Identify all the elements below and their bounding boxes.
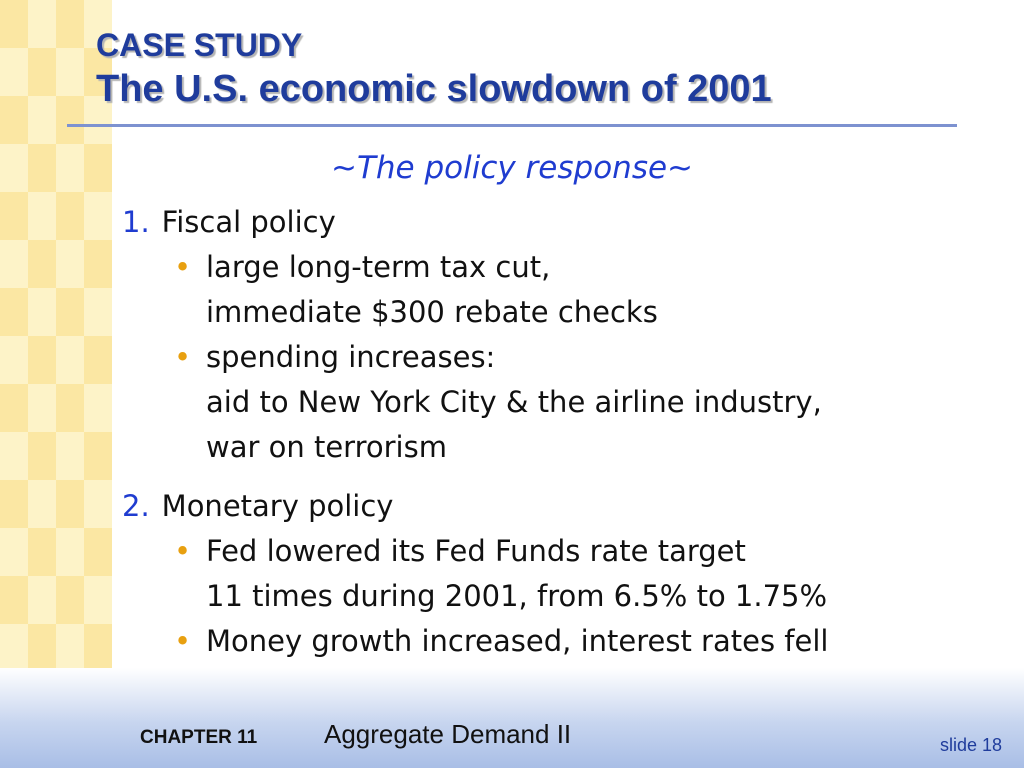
bullet-line: Fed lowered its Fed Funds rate target	[206, 534, 746, 568]
checker-cell	[28, 336, 56, 384]
checker-cell	[28, 144, 56, 192]
checker-cell	[56, 528, 84, 576]
checker-cell	[56, 624, 84, 672]
checker-cell	[0, 384, 28, 432]
section-heading: 1. Fiscal policy	[122, 200, 962, 245]
footer-chapter: CHAPTER 11	[140, 727, 258, 748]
bullet-line: aid to New York City & the airline indus…	[206, 385, 822, 419]
checker-cell	[84, 144, 112, 192]
checker-cell	[84, 384, 112, 432]
bullet-item: • Fed lowered its Fed Funds rate target …	[122, 529, 962, 619]
decorative-checker-strip	[0, 0, 112, 768]
section-heading-text: Monetary policy	[161, 489, 394, 523]
checker-cell	[56, 576, 84, 624]
bullet-item: • spending increases: aid to New York Ci…	[122, 335, 962, 470]
section-number: 1.	[122, 205, 150, 239]
bullet-line: Money growth increased, interest rates f…	[206, 624, 829, 658]
section-heading: 2. Monetary policy	[122, 484, 962, 529]
checker-cell	[28, 624, 56, 672]
checker-cell	[56, 384, 84, 432]
bullet-line: war on terrorism	[206, 430, 447, 464]
checker-cell	[56, 192, 84, 240]
checker-cell	[0, 432, 28, 480]
section-fiscal-policy: 1. Fiscal policy • large long-term tax cu…	[122, 200, 962, 470]
bullet-dot-icon: •	[174, 534, 192, 568]
bullet-line: spending increases:	[206, 340, 496, 374]
checker-cell	[84, 480, 112, 528]
checker-cell	[0, 48, 28, 96]
checker-cell	[28, 480, 56, 528]
checker-cell	[56, 480, 84, 528]
checker-cell	[0, 576, 28, 624]
checker-cell	[28, 192, 56, 240]
checker-cell	[56, 288, 84, 336]
checker-cell	[84, 336, 112, 384]
bullet-dot-icon: •	[174, 340, 192, 374]
checker-cell	[0, 240, 28, 288]
slide-title: CASE STUDY The U.S. economic slowdown of…	[96, 26, 966, 114]
checker-cell	[0, 96, 28, 144]
subtitle-text: The policy response	[356, 150, 668, 186]
checker-cell	[84, 96, 112, 144]
checker-cell	[0, 336, 28, 384]
footer-title: Aggregate Demand II	[324, 719, 572, 749]
checker-cell	[28, 528, 56, 576]
checker-cell	[0, 192, 28, 240]
checker-cell	[84, 288, 112, 336]
title-divider	[67, 124, 957, 127]
checker-cell	[28, 240, 56, 288]
checker-cell	[56, 144, 84, 192]
checker-cell	[84, 240, 112, 288]
title-case-study: CASE STUDY	[96, 27, 303, 63]
checker-cell	[56, 240, 84, 288]
slide-subtitle: ~The policy response~	[0, 148, 1024, 188]
bullet-dot-icon: •	[174, 250, 192, 284]
checker-cell	[84, 48, 112, 96]
checker-cell	[84, 576, 112, 624]
checker-cell	[56, 0, 84, 48]
checker-cell	[0, 528, 28, 576]
bullet-line: 11 times during 2001, from 6.5% to 1.75%	[206, 579, 828, 613]
checker-cell	[28, 576, 56, 624]
checker-cell	[28, 0, 56, 48]
bullet-item: • Money growth increased, interest rates…	[122, 619, 962, 664]
checker-cell	[56, 48, 84, 96]
bullet-item: • large long-term tax cut, immediate $30…	[122, 245, 962, 335]
checker-cell	[28, 288, 56, 336]
bullet-line: immediate $300 rebate checks	[206, 295, 658, 329]
checker-cell	[0, 624, 28, 672]
checker-cell	[28, 384, 56, 432]
checker-cell	[84, 432, 112, 480]
title-main: The U.S. economic slowdown of 2001	[96, 68, 772, 110]
section-monetary-policy: 2. Monetary policy • Fed lowered its Fed …	[122, 484, 962, 664]
checker-cell	[28, 48, 56, 96]
section-number: 2.	[122, 489, 150, 523]
subtitle-prefix: ~	[330, 150, 357, 186]
checker-cell	[56, 96, 84, 144]
bullet-dot-icon: •	[174, 624, 192, 658]
bullet-line: large long-term tax cut,	[206, 250, 551, 284]
footer-bar	[0, 668, 1024, 768]
slide-number: slide 18	[939, 735, 1002, 755]
section-heading-text: Fiscal policy	[161, 205, 336, 239]
checker-cell	[0, 480, 28, 528]
checker-cell	[28, 96, 56, 144]
checker-cell	[0, 0, 28, 48]
checker-cell	[84, 624, 112, 672]
subtitle-suffix: ~	[667, 150, 694, 186]
checker-cell	[0, 288, 28, 336]
checker-cell	[56, 336, 84, 384]
checker-cell	[56, 432, 84, 480]
checker-cell	[84, 192, 112, 240]
checker-cell	[84, 528, 112, 576]
checker-cell	[0, 144, 28, 192]
checker-cell	[84, 0, 112, 48]
slide-body: 1. Fiscal policy • large long-term tax cu…	[122, 200, 962, 664]
checker-cell	[28, 432, 56, 480]
